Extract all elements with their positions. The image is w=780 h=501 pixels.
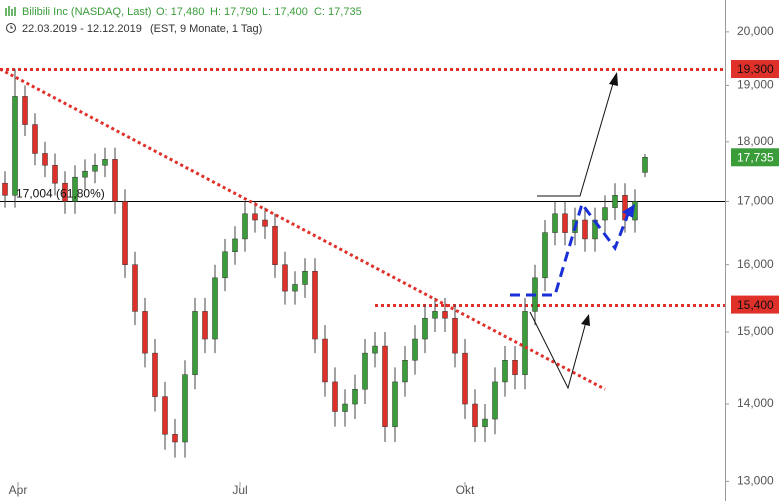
projection-arrow	[537, 79, 615, 197]
arrowhead	[581, 314, 590, 326]
candle-body	[22, 96, 28, 125]
candle-body	[472, 403, 478, 427]
candle-body	[252, 213, 258, 221]
candle-body	[122, 201, 128, 265]
chart-icon	[5, 6, 16, 16]
subtitle-info: (EST, 9 Monate, 1 Tag)	[150, 23, 262, 35]
candle-body	[332, 381, 338, 412]
candle-body	[372, 345, 378, 354]
candle-body	[642, 157, 648, 173]
price-box	[731, 295, 779, 314]
candle-body	[292, 284, 298, 292]
y-tick-label: 15,000	[737, 324, 774, 338]
trendline	[0, 67, 606, 391]
candle-body	[32, 124, 38, 154]
candle-body	[552, 213, 558, 233]
plot-area: 13,000 14,000 15,000 16,000 17,000 18,000 19,0…	[0, 24, 774, 497]
clock-icon	[6, 23, 16, 33]
candle-body	[612, 195, 618, 208]
candle-body	[212, 277, 218, 340]
candle-body	[342, 403, 348, 412]
y-tick-label: 16,000	[737, 257, 774, 271]
candle-body	[512, 360, 518, 375]
candle-body	[112, 159, 118, 202]
arrowhead	[609, 72, 618, 86]
candle-body	[142, 311, 148, 354]
candle-body	[92, 164, 98, 172]
candle-body	[602, 207, 608, 221]
candle-body	[302, 270, 308, 285]
chart-title: Bilibili Inc (NASDAQ, Last)	[22, 6, 152, 18]
pattern-arrow	[529, 311, 587, 390]
y-tick-label: 13,000	[737, 474, 774, 488]
candle-body	[542, 232, 548, 279]
candle-body	[232, 238, 238, 252]
clock-hands	[10, 25, 13, 29]
candle-body	[562, 213, 568, 233]
y-tick-label: 14,000	[737, 396, 774, 410]
candle-body	[72, 176, 78, 202]
candle-body	[242, 213, 248, 240]
candle-body	[82, 170, 88, 178]
candle-body	[412, 338, 418, 361]
price-box-label: 19,300	[737, 62, 774, 76]
candle-body	[382, 345, 388, 427]
candle-body	[502, 360, 508, 383]
y-tick-label: 19,000	[737, 78, 774, 92]
y-tick-label: 18,000	[737, 134, 774, 148]
candle-body	[102, 159, 108, 166]
candle-body	[12, 96, 18, 196]
candle-body	[182, 374, 188, 443]
candle-body	[132, 264, 138, 312]
price-box-label: 17,735	[737, 150, 774, 164]
header-value: H: 17,790	[210, 6, 258, 18]
candle-body	[192, 311, 198, 375]
header: Bilibili Inc (NASDAQ, Last) O: 17,480 H:…	[5, 6, 362, 35]
annotations	[510, 72, 635, 390]
candle-body	[272, 226, 278, 265]
candle-body	[52, 164, 58, 184]
candle-body	[522, 311, 528, 375]
x-tick-label: Apr	[9, 483, 28, 497]
candle-body	[162, 396, 168, 435]
y-tick-label: 20,000	[737, 24, 774, 38]
candle-body	[282, 264, 288, 292]
x-tick-label: Okt	[456, 483, 475, 497]
candle-body	[172, 434, 178, 443]
candle-body	[442, 311, 448, 319]
subtitle: 22.03.2019 - 12.12.2019	[22, 23, 142, 35]
candle-body	[262, 219, 268, 227]
price-box-label: 15,400	[737, 298, 774, 312]
price-box	[731, 60, 779, 79]
candle-body	[322, 338, 328, 383]
candle-body	[42, 153, 48, 166]
candle-body	[422, 317, 428, 340]
candle-body	[312, 270, 318, 340]
level-label: 17,004 (61,80%)	[16, 186, 105, 200]
candle-body	[202, 311, 208, 340]
candle-body	[352, 388, 358, 405]
candle-body	[452, 317, 458, 354]
candle-body	[62, 182, 68, 202]
header-value: L: 17,400	[262, 6, 308, 18]
price-box	[731, 148, 779, 167]
candle-body	[582, 219, 588, 240]
candle-body	[152, 352, 158, 397]
blue-arrowhead	[622, 204, 635, 218]
candle-body	[482, 418, 488, 427]
header-value: O: 17,480	[156, 6, 204, 18]
y-tick-label: 17,000	[737, 194, 774, 208]
candle-body	[362, 352, 368, 390]
candle-body	[492, 381, 498, 420]
candle-body	[432, 311, 438, 319]
x-tick-label: Jul	[232, 483, 247, 497]
candle-body	[2, 182, 8, 196]
candle-body	[402, 360, 408, 383]
candle-body	[462, 352, 468, 405]
candle-body	[392, 381, 398, 427]
candle-body	[222, 251, 228, 279]
header-value: C: 17,735	[314, 6, 362, 18]
